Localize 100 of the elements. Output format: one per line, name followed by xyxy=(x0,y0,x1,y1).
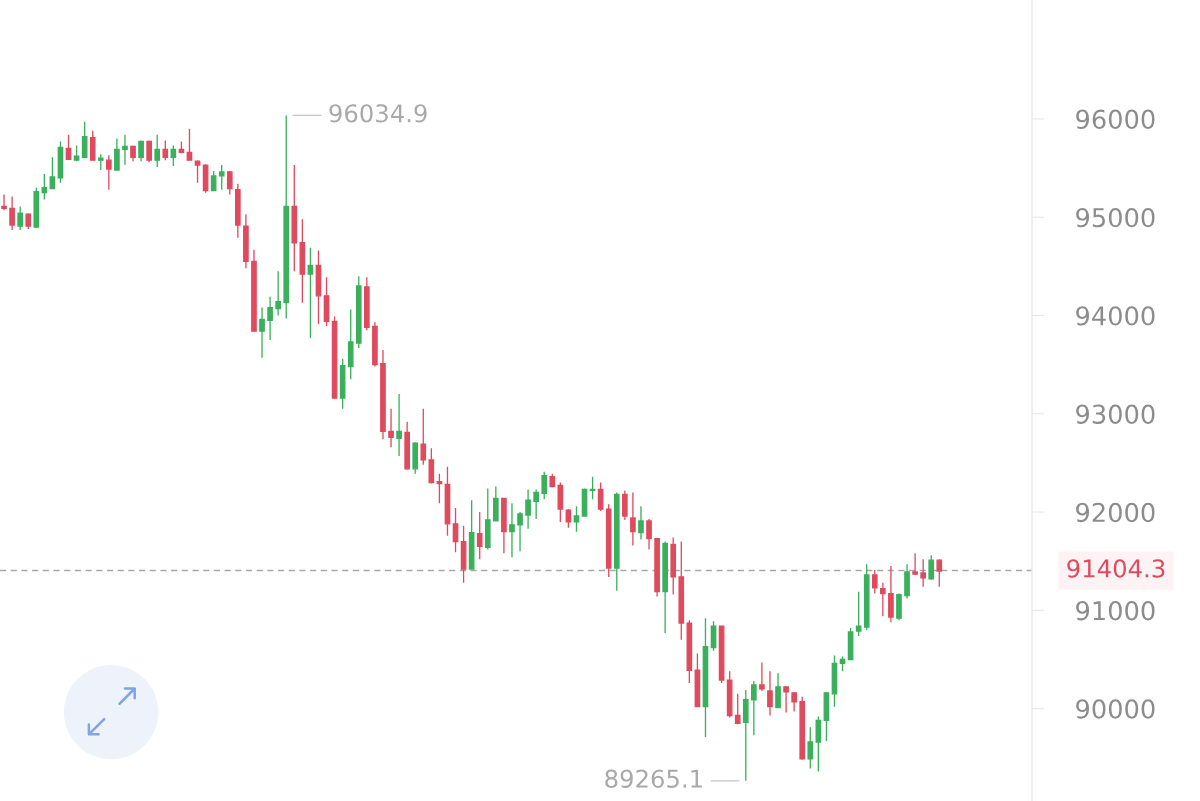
annotation: 96034.9 xyxy=(329,104,427,123)
candlestick xyxy=(791,691,797,713)
y-tick-label: 91000 xyxy=(1076,601,1155,621)
candlestick xyxy=(734,693,741,725)
candlestick xyxy=(347,308,354,381)
candlestick xyxy=(759,661,765,692)
candlestick xyxy=(428,447,435,485)
candlestick xyxy=(549,473,556,489)
candlestick xyxy=(775,672,781,709)
candlestick xyxy=(226,170,233,196)
candlestick xyxy=(138,139,144,162)
candlestick xyxy=(186,128,193,161)
candlestick xyxy=(162,139,169,161)
candlestick xyxy=(9,195,15,231)
candlestick xyxy=(122,133,128,166)
candlestick xyxy=(541,471,548,500)
candlestick xyxy=(880,582,886,617)
candlestick xyxy=(89,130,96,161)
candlestick xyxy=(501,497,507,554)
candlestick xyxy=(243,213,249,269)
candlestick xyxy=(605,503,612,578)
candlestick xyxy=(372,321,378,368)
candlestick xyxy=(388,408,394,448)
candlestick xyxy=(404,420,410,471)
candlestick xyxy=(573,505,580,533)
candlestick xyxy=(936,558,943,588)
candlestick xyxy=(275,270,281,317)
candlestick xyxy=(654,537,660,598)
candlestick xyxy=(1,193,7,211)
candlestick xyxy=(493,485,499,522)
candlestick xyxy=(509,502,515,558)
candlestick xyxy=(251,248,257,332)
candlestick xyxy=(670,536,677,596)
candlestick xyxy=(702,617,709,738)
ref-line-label: 91404.3 xyxy=(1067,559,1165,578)
candlestick xyxy=(565,508,572,529)
candlestick xyxy=(517,511,523,553)
candlestick xyxy=(41,173,48,201)
candlestick xyxy=(468,499,475,570)
candlestick xyxy=(742,689,749,782)
candlestick xyxy=(525,488,531,530)
candlestick xyxy=(662,540,668,634)
candlestick xyxy=(726,670,733,719)
y-tick-label: 90000 xyxy=(1076,699,1155,719)
candlestick xyxy=(436,473,443,504)
candlestick xyxy=(638,505,644,541)
candlestick xyxy=(202,163,209,194)
candlestick xyxy=(823,691,830,742)
candlestick xyxy=(307,247,314,339)
candlestick xyxy=(912,552,918,576)
candlestick xyxy=(235,183,241,239)
candlestick xyxy=(678,540,685,641)
candlestick xyxy=(920,558,926,588)
candlestick xyxy=(283,114,290,320)
candlestick xyxy=(597,481,604,512)
candlestick xyxy=(863,563,870,631)
candlestick xyxy=(484,487,491,551)
candlestick xyxy=(130,144,136,162)
candlestick xyxy=(896,592,902,621)
candlestick xyxy=(710,620,717,652)
candlestick xyxy=(718,625,725,684)
candlestick xyxy=(613,491,620,592)
candlestick xyxy=(622,489,628,521)
candlestick xyxy=(581,487,588,517)
candlestick xyxy=(452,507,459,554)
candlestick xyxy=(888,565,894,623)
candlestick xyxy=(57,140,64,184)
candlestick xyxy=(146,139,152,163)
candlestick xyxy=(178,140,185,154)
candlestick xyxy=(81,121,88,158)
candlestick xyxy=(839,655,846,672)
candlestick xyxy=(799,696,806,761)
y-tick-label: 92000 xyxy=(1076,502,1155,523)
y-tick-label: 95000 xyxy=(1076,207,1155,228)
candlestick xyxy=(444,466,451,537)
candlestick xyxy=(315,249,322,325)
y-tick-label: 96000 xyxy=(1076,109,1155,130)
candlestick xyxy=(751,680,757,736)
candlestick xyxy=(412,441,419,475)
candlestick xyxy=(259,306,265,359)
candlestick xyxy=(871,569,878,595)
candlestick xyxy=(694,652,701,708)
annotation: 89265.1 xyxy=(605,769,702,788)
candlestick xyxy=(106,154,112,191)
candlestick xyxy=(686,619,693,684)
candlestick xyxy=(49,156,56,190)
candlestick xyxy=(323,276,330,327)
candlestick xyxy=(194,159,201,184)
candlestick xyxy=(73,144,80,162)
candlestick xyxy=(783,685,789,714)
candlestick xyxy=(114,137,120,171)
candlestick xyxy=(476,511,483,560)
candlestick xyxy=(831,654,838,708)
candlestick xyxy=(904,563,910,600)
candlestick xyxy=(533,488,539,520)
candlestick xyxy=(420,408,427,466)
candlestick xyxy=(855,591,862,637)
candlestick xyxy=(646,518,652,551)
candlestick xyxy=(154,133,161,168)
candlestick xyxy=(25,212,32,230)
